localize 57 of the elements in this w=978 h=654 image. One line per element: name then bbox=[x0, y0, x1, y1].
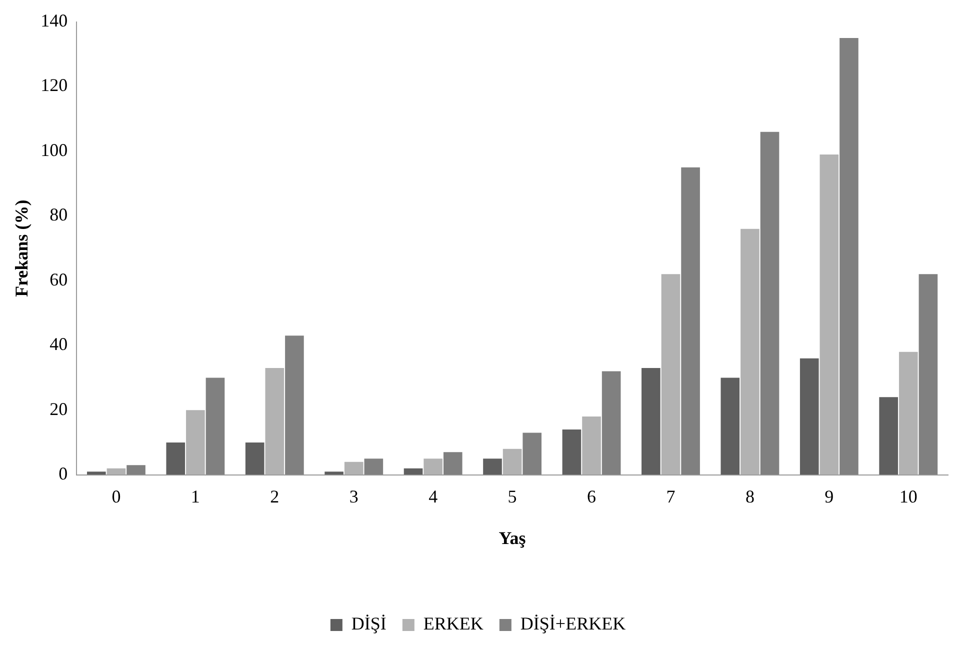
bar bbox=[502, 448, 522, 475]
y-tick-label: 60 bbox=[50, 269, 68, 290]
legend-label: ERKEK bbox=[423, 614, 484, 634]
bar bbox=[166, 442, 186, 475]
bar bbox=[443, 452, 462, 475]
bar bbox=[324, 472, 344, 475]
bar bbox=[344, 462, 364, 475]
bar bbox=[840, 38, 858, 475]
bar bbox=[720, 378, 740, 475]
y-tick-label: 140 bbox=[40, 10, 68, 31]
bar bbox=[364, 458, 384, 475]
y-tick-label: 20 bbox=[50, 398, 68, 419]
bar bbox=[404, 468, 423, 475]
bar bbox=[285, 336, 304, 475]
bar bbox=[879, 397, 898, 475]
bar bbox=[265, 368, 284, 475]
x-axis-title: Yaş bbox=[498, 528, 526, 548]
x-tick-label: 1 bbox=[190, 486, 200, 506]
bar bbox=[126, 465, 146, 475]
bar bbox=[87, 472, 106, 475]
bar bbox=[740, 228, 760, 475]
bar bbox=[483, 458, 502, 475]
bar bbox=[582, 416, 601, 475]
y-tick-label: 120 bbox=[40, 75, 68, 96]
x-tick-label: 2 bbox=[270, 486, 280, 506]
x-tick-label: 3 bbox=[349, 486, 358, 506]
bar bbox=[898, 352, 918, 475]
bar bbox=[820, 154, 839, 475]
y-tick-label: 100 bbox=[40, 140, 68, 160]
y-tick-label: 40 bbox=[50, 334, 68, 354]
bar bbox=[522, 432, 542, 475]
bar bbox=[186, 410, 205, 475]
bar bbox=[800, 358, 819, 475]
x-tick-label: 9 bbox=[824, 486, 834, 506]
bar bbox=[206, 378, 225, 475]
bar bbox=[245, 442, 264, 475]
x-tick-label: 4 bbox=[428, 486, 438, 506]
legend-label: DİŞİ bbox=[351, 614, 386, 634]
bar bbox=[760, 132, 780, 475]
bar bbox=[424, 458, 442, 475]
x-tick-label: 5 bbox=[508, 486, 517, 506]
bar bbox=[918, 274, 938, 475]
bar bbox=[661, 274, 680, 475]
x-tick-label: 6 bbox=[587, 486, 596, 506]
bar bbox=[602, 371, 621, 475]
bar bbox=[562, 430, 582, 475]
y-axis-title: Frekans (%) bbox=[11, 200, 32, 297]
bar bbox=[681, 167, 700, 475]
y-tick-label: 80 bbox=[50, 204, 68, 225]
y-tick-label: 0 bbox=[58, 464, 68, 484]
legend-label: DİŞİ+ERKEK bbox=[520, 614, 626, 634]
x-tick-label: 10 bbox=[899, 486, 918, 506]
x-tick-label: 7 bbox=[666, 486, 676, 506]
bar bbox=[642, 368, 660, 475]
x-tick-label: 8 bbox=[745, 486, 754, 506]
bar bbox=[106, 468, 126, 475]
x-tick-label: 0 bbox=[112, 486, 121, 506]
